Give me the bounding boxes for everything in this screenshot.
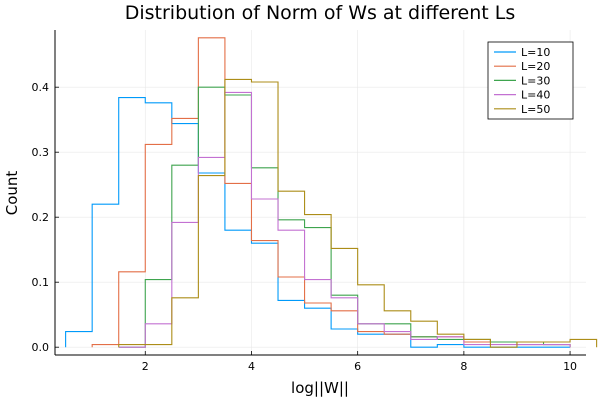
series-line-l-50: [118, 78, 598, 348]
series-line-l-40: [118, 91, 571, 348]
chart-title: Distribution of Norm of Ws at different …: [125, 2, 516, 24]
legend-label: L=10: [521, 46, 550, 59]
x-tick-label: 4: [248, 360, 255, 373]
legend-label: L=40: [521, 89, 550, 102]
y-axis-label: Count: [3, 171, 21, 216]
y-tick-label: 0.2: [32, 211, 50, 224]
legend-label: L=20: [521, 60, 550, 73]
axes: 2 4 6 8 10 0.0 0.1 0.2 0.3 0.4: [32, 30, 586, 373]
x-tick-label: 2: [142, 360, 149, 373]
y-tick-label: 0.3: [32, 146, 50, 159]
legend-label: L=30: [521, 74, 550, 87]
x-tick-label: 6: [354, 360, 361, 373]
y-tick-label: 0.0: [32, 341, 50, 354]
x-axis-label: log||W||: [291, 379, 349, 397]
legend-label: L=50: [521, 103, 550, 116]
series-line-l-20: [91, 37, 571, 348]
y-tick-label: 0.1: [32, 276, 50, 289]
y-tick-label: 0.4: [32, 81, 50, 94]
x-tick-label: 8: [460, 360, 467, 373]
series-group: [65, 37, 598, 348]
legend: L=10L=20L=30 L=40L=50: [487, 41, 574, 120]
x-tick-label: 10: [563, 360, 577, 373]
series-line-l-10: [65, 97, 571, 348]
